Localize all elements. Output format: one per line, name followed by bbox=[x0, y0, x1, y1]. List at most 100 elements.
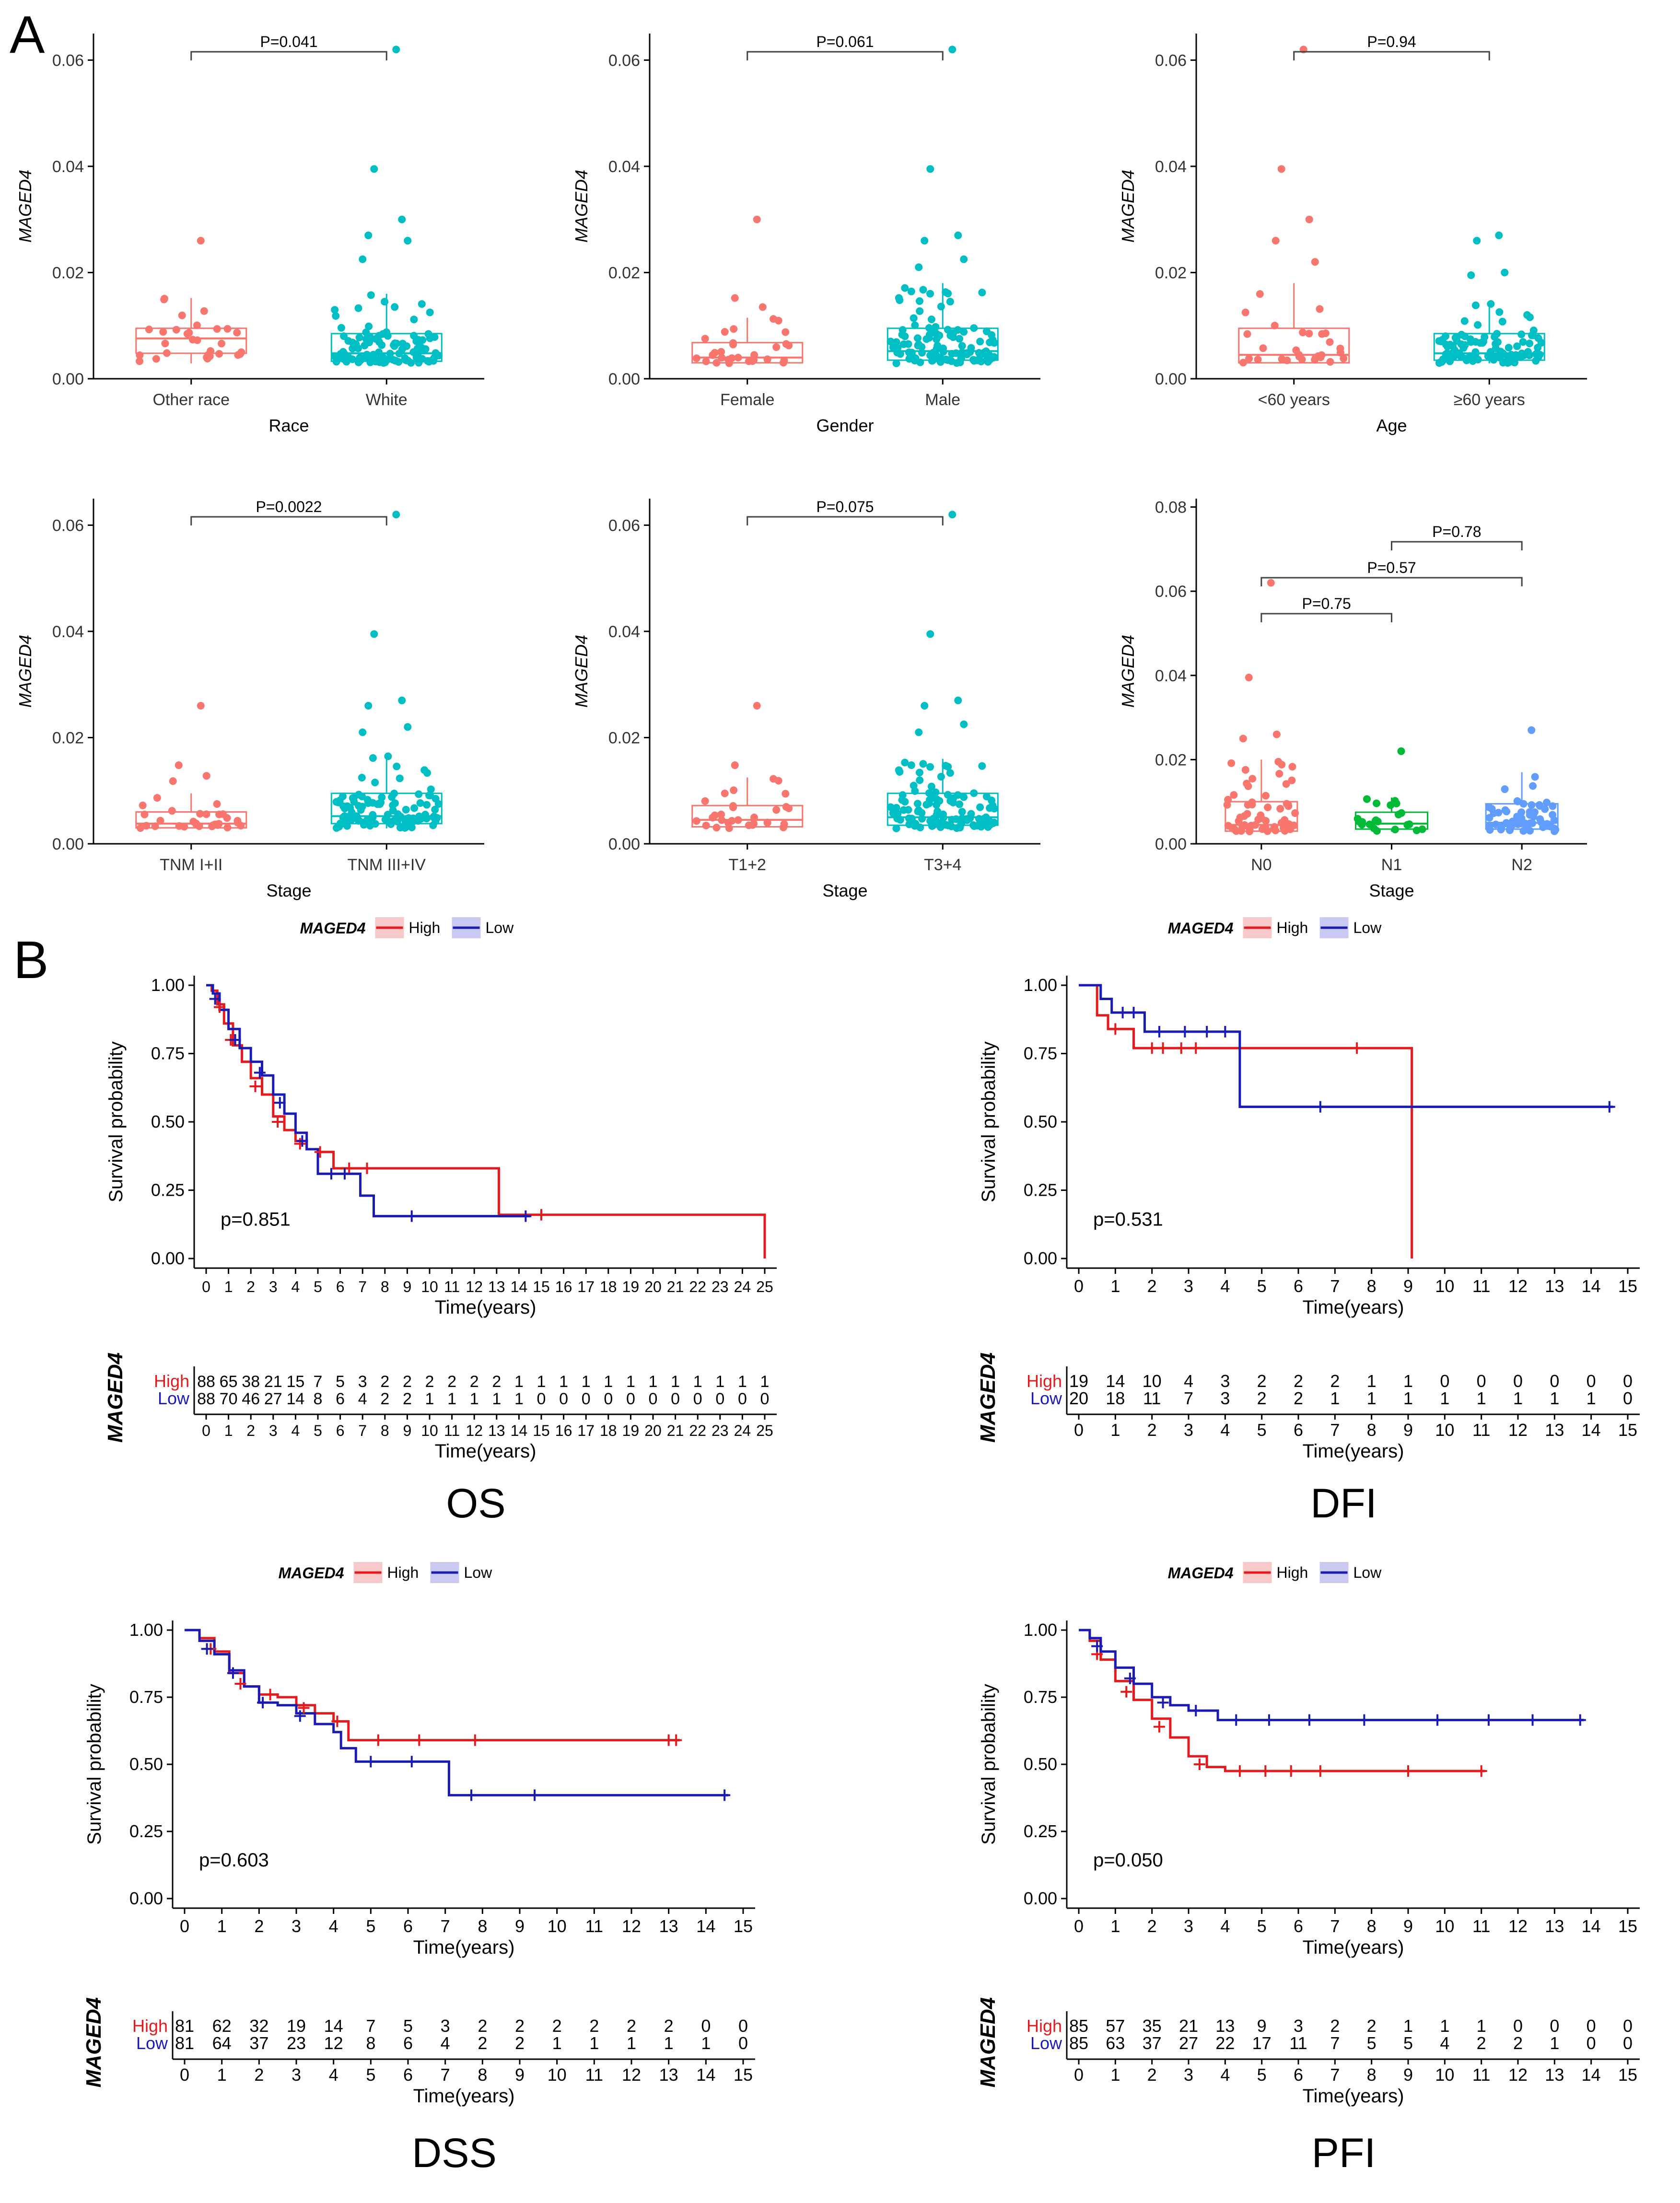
x-tick-label: 3 bbox=[1184, 1276, 1193, 1296]
data-point bbox=[946, 298, 954, 306]
risk-count-low: 1 bbox=[1403, 1388, 1413, 1408]
data-point bbox=[1256, 290, 1264, 298]
data-point bbox=[156, 816, 164, 825]
y-tick-label: 0.25 bbox=[1024, 1180, 1057, 1200]
risk-x-tick-label: 15 bbox=[734, 2065, 753, 2085]
y-tick-label: 0.25 bbox=[1024, 1821, 1057, 1841]
risk-count-low: 85 bbox=[1069, 2033, 1088, 2053]
data-point bbox=[1510, 359, 1518, 367]
x-tick-label: 14 bbox=[696, 1916, 715, 1936]
risk-count-low: 2 bbox=[1294, 1388, 1303, 1408]
x-tick-label: 10 bbox=[1435, 1916, 1454, 1936]
outlier-point bbox=[948, 511, 957, 519]
data-point bbox=[734, 353, 742, 361]
outlier-point bbox=[359, 255, 367, 263]
data-point bbox=[1501, 785, 1509, 793]
risk-x-tick-label: 8 bbox=[478, 2065, 487, 2085]
data-point bbox=[1244, 801, 1252, 809]
outlier-point bbox=[1311, 258, 1319, 266]
risk-x-tick-label: 3 bbox=[269, 1422, 278, 1439]
boxplot-race: 0.00 0.02 0.04 0.06 MAGED4 Race Other race Whit… bbox=[15, 33, 484, 435]
data-point bbox=[1486, 826, 1494, 834]
comparison-bracket bbox=[1391, 541, 1523, 550]
y-tick-label: 0.04 bbox=[52, 158, 84, 176]
risk-count-low: 0 bbox=[671, 1390, 680, 1408]
data-point bbox=[1455, 349, 1463, 357]
x-tick-label: 15 bbox=[1618, 1276, 1637, 1296]
outlier-point bbox=[1267, 579, 1275, 587]
data-point bbox=[933, 330, 941, 338]
risk-x-tick-label: 3 bbox=[292, 2065, 301, 2085]
y-axis-title: MAGED4 bbox=[572, 170, 591, 243]
risk-table-title: MAGED4 bbox=[976, 1997, 1000, 2087]
data-point bbox=[910, 819, 918, 827]
risk-x-tick-label: 5 bbox=[1257, 1420, 1267, 1440]
data-point bbox=[1526, 811, 1534, 819]
data-point bbox=[332, 358, 340, 366]
x-tick-label: 12 bbox=[1508, 1276, 1528, 1296]
data-point bbox=[948, 350, 956, 358]
data-point bbox=[892, 804, 900, 812]
data-point bbox=[1446, 340, 1454, 349]
risk-count-high: 2 bbox=[492, 1373, 501, 1391]
data-point bbox=[988, 796, 996, 804]
risk-count-low: 27 bbox=[1179, 2033, 1198, 2053]
risk-count-high: 1 bbox=[559, 1373, 568, 1391]
censor-mark-low bbox=[257, 1697, 269, 1709]
data-point bbox=[1283, 356, 1291, 364]
risk-count-high: 1 bbox=[1440, 2016, 1449, 2036]
risk-count-low: 0 bbox=[693, 1390, 702, 1408]
data-point bbox=[721, 789, 729, 797]
censor-mark-low bbox=[1230, 1714, 1242, 1726]
risk-row-label-low: Low bbox=[1030, 1388, 1062, 1408]
data-point bbox=[1280, 824, 1288, 832]
data-point bbox=[734, 816, 742, 824]
y-tick-label: 0.50 bbox=[151, 1112, 185, 1131]
risk-x-tick-label: 9 bbox=[1403, 2065, 1413, 2085]
y-tick-label: 0.00 bbox=[52, 835, 84, 853]
outlier-point bbox=[392, 46, 400, 54]
outlier-point bbox=[392, 511, 400, 519]
outlier-point bbox=[758, 303, 767, 311]
data-point bbox=[1517, 808, 1526, 816]
risk-x-tick-label: 14 bbox=[1582, 1420, 1601, 1440]
risk-count-high: 1 bbox=[537, 1373, 546, 1391]
data-point bbox=[1245, 354, 1253, 362]
x-tick-label: 9 bbox=[1403, 1276, 1413, 1296]
x-tick-label: 13 bbox=[488, 1278, 505, 1295]
risk-count-high: 1 bbox=[738, 1373, 747, 1391]
y-tick-label: 0.02 bbox=[52, 264, 84, 282]
boxplot-age: 0.00 0.02 0.04 0.06 MAGED4 Age <60 years ≥60 ye… bbox=[1118, 33, 1587, 435]
data-point bbox=[1374, 817, 1382, 826]
censor-mark-low bbox=[529, 1789, 541, 1801]
data-point bbox=[1312, 354, 1320, 362]
y-tick-label: 0.00 bbox=[151, 1248, 185, 1268]
risk-count-low: 3 bbox=[1220, 1388, 1230, 1408]
x-tick-label: 1 bbox=[1110, 1276, 1120, 1296]
risk-x-tick-label: 6 bbox=[336, 1422, 345, 1439]
x-tick-label: 5 bbox=[1257, 1276, 1267, 1296]
y-tick-label: 0.02 bbox=[1155, 751, 1187, 769]
x-tick-label: 24 bbox=[734, 1278, 751, 1295]
risk-count-high: 5 bbox=[336, 1373, 345, 1391]
risk-count-high: 1 bbox=[715, 1373, 724, 1391]
risk-count-low: 1 bbox=[425, 1390, 434, 1408]
data-point bbox=[904, 340, 912, 348]
data-point bbox=[1286, 825, 1295, 833]
censor-mark-low bbox=[294, 1710, 306, 1722]
data-point bbox=[426, 308, 434, 316]
data-point bbox=[925, 789, 933, 797]
x-tick-label: Female bbox=[720, 391, 774, 409]
x-tick-label: TNM III+IV bbox=[348, 856, 426, 874]
x-tick-label: 12 bbox=[1508, 1916, 1528, 1936]
data-point bbox=[391, 303, 399, 311]
censor-mark-high bbox=[413, 1734, 425, 1746]
censor-mark-low bbox=[365, 1756, 377, 1768]
risk-count-low: 8 bbox=[366, 2033, 375, 2053]
data-point bbox=[1517, 330, 1526, 338]
data-point bbox=[1488, 354, 1496, 362]
data-point bbox=[430, 354, 438, 362]
censor-mark-low bbox=[1314, 1101, 1326, 1113]
x-tick-label: 9 bbox=[403, 1278, 412, 1295]
data-point bbox=[369, 754, 377, 762]
